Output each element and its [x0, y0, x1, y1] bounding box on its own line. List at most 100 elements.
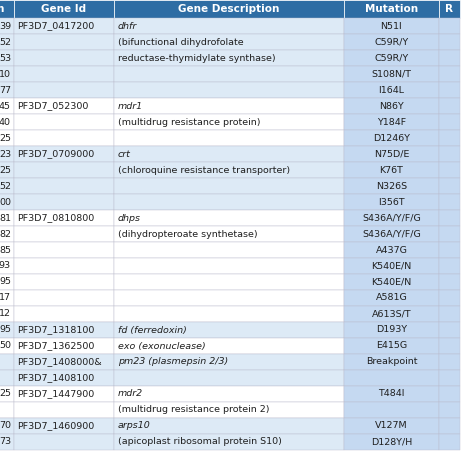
Bar: [439, 242, 460, 258]
Text: 23: 23: [0, 149, 11, 158]
Bar: [14, 386, 114, 402]
Text: 25: 25: [0, 165, 11, 174]
Text: C59R/Y: C59R/Y: [374, 37, 409, 46]
Bar: [0, 82, 14, 98]
Bar: [344, 34, 439, 50]
Bar: [439, 322, 460, 338]
Text: 50: 50: [0, 341, 11, 350]
Bar: [439, 338, 460, 354]
Bar: [344, 386, 439, 402]
Text: D128Y/H: D128Y/H: [371, 438, 412, 447]
Text: D1246Y: D1246Y: [373, 134, 410, 143]
Bar: [114, 306, 344, 322]
Text: A581G: A581G: [375, 293, 407, 302]
Bar: [114, 18, 344, 34]
Bar: [14, 258, 114, 274]
Text: 95: 95: [0, 277, 11, 286]
Bar: [439, 34, 460, 50]
Text: E415G: E415G: [376, 341, 407, 350]
Text: (multidrug resistance protein 2): (multidrug resistance protein 2): [118, 405, 270, 414]
Text: 52: 52: [0, 182, 11, 191]
Text: S436A/Y/F/G: S436A/Y/F/G: [362, 213, 421, 222]
Bar: [439, 162, 460, 178]
Bar: [0, 306, 14, 322]
Text: dhfr: dhfr: [118, 21, 137, 30]
Text: C59R/Y: C59R/Y: [374, 54, 409, 63]
Bar: [344, 0, 439, 18]
Bar: [439, 386, 460, 402]
Bar: [0, 338, 14, 354]
Bar: [14, 226, 114, 242]
Bar: [344, 66, 439, 82]
Bar: [114, 34, 344, 50]
Text: crt: crt: [118, 149, 131, 158]
Bar: [14, 194, 114, 210]
Text: (multidrug resistance protein): (multidrug resistance protein): [118, 118, 261, 127]
Bar: [114, 290, 344, 306]
Bar: [439, 66, 460, 82]
Bar: [0, 146, 14, 162]
Bar: [114, 0, 344, 18]
Bar: [439, 290, 460, 306]
Bar: [14, 98, 114, 114]
Bar: [0, 162, 14, 178]
Text: 77: 77: [0, 85, 11, 94]
Bar: [114, 242, 344, 258]
Text: N51I: N51I: [381, 21, 402, 30]
Bar: [344, 418, 439, 434]
Text: 70: 70: [0, 421, 11, 430]
Text: pm23 (plasmepsin 2/3): pm23 (plasmepsin 2/3): [118, 357, 228, 366]
Text: 00: 00: [0, 198, 11, 207]
Bar: [114, 226, 344, 242]
Text: K540E/N: K540E/N: [371, 277, 411, 286]
Text: PF3D7_1447900: PF3D7_1447900: [17, 390, 94, 399]
Bar: [439, 194, 460, 210]
Bar: [439, 82, 460, 98]
Bar: [0, 354, 14, 370]
Text: PF3D7_1318100: PF3D7_1318100: [17, 326, 94, 335]
Bar: [14, 322, 114, 338]
Bar: [114, 50, 344, 66]
Text: 12: 12: [0, 310, 11, 319]
Bar: [344, 146, 439, 162]
Bar: [344, 290, 439, 306]
Bar: [439, 402, 460, 418]
Text: (apicoplast ribosomal protein S10): (apicoplast ribosomal protein S10): [118, 438, 282, 447]
Bar: [344, 114, 439, 130]
Bar: [439, 130, 460, 146]
Bar: [0, 386, 14, 402]
Bar: [14, 178, 114, 194]
Bar: [14, 66, 114, 82]
Bar: [114, 98, 344, 114]
Text: 40: 40: [0, 118, 11, 127]
Bar: [0, 18, 14, 34]
Bar: [344, 82, 439, 98]
Text: T484I: T484I: [378, 390, 405, 399]
Text: PF3D7_0810800: PF3D7_0810800: [17, 213, 94, 222]
Bar: [14, 274, 114, 290]
Bar: [114, 210, 344, 226]
Bar: [114, 402, 344, 418]
Bar: [344, 50, 439, 66]
Text: 73: 73: [0, 438, 11, 447]
Text: Mutation: Mutation: [365, 4, 418, 14]
Bar: [344, 226, 439, 242]
Bar: [439, 226, 460, 242]
Bar: [439, 354, 460, 370]
Bar: [0, 402, 14, 418]
Text: I356T: I356T: [378, 198, 405, 207]
Bar: [14, 354, 114, 370]
Text: N75D/E: N75D/E: [374, 149, 409, 158]
Text: Breakpoint: Breakpoint: [366, 357, 417, 366]
Text: D193Y: D193Y: [376, 326, 407, 335]
Text: PF3D7_0417200: PF3D7_0417200: [17, 21, 94, 30]
Bar: [114, 178, 344, 194]
Bar: [344, 258, 439, 274]
Bar: [344, 322, 439, 338]
Bar: [14, 210, 114, 226]
Text: S108N/T: S108N/T: [372, 70, 411, 79]
Bar: [344, 162, 439, 178]
Bar: [0, 258, 14, 274]
Bar: [14, 418, 114, 434]
Bar: [0, 114, 14, 130]
